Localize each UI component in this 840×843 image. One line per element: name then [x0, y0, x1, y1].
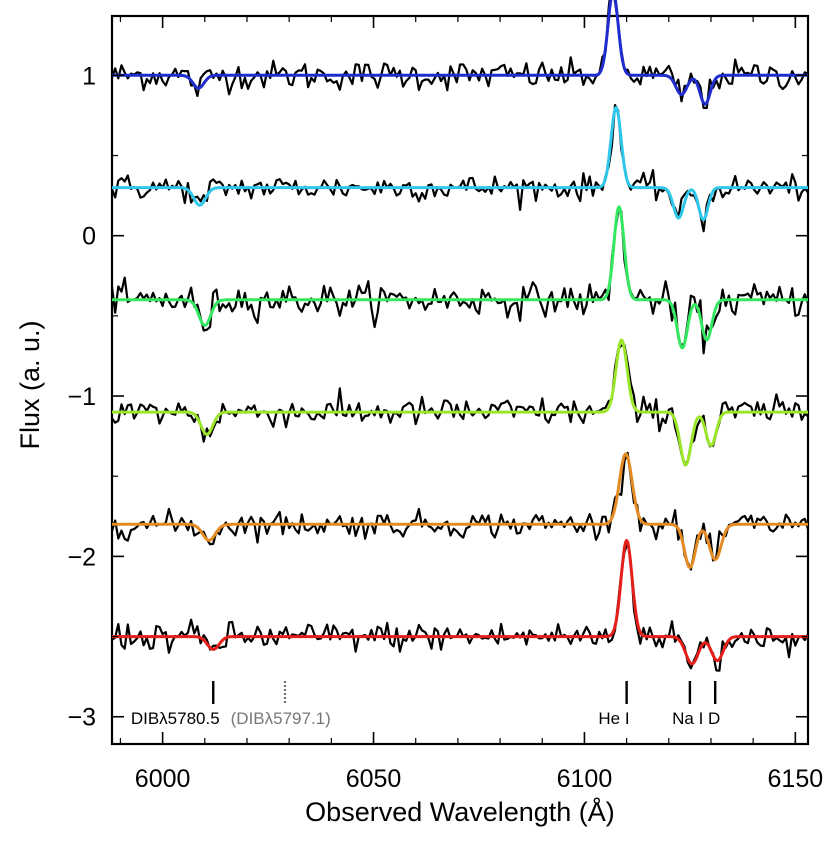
- spectrum-series-group: [110, 0, 810, 672]
- model-fit-line: [111, 452, 809, 570]
- y-tick-label: 0: [82, 223, 96, 251]
- y-axis-title: Flux (a. u.): [15, 320, 45, 449]
- model-fit-line: [111, 105, 809, 222]
- model-fit-line: [111, 538, 809, 666]
- x-tick-label: 6000: [135, 765, 191, 793]
- axis-ticks-group: 6000 6050 6100 6150 1 0 −1 −2 −3: [67, 16, 823, 793]
- observed-spectrum-line: [110, 451, 810, 571]
- observed-spectrum-line: [110, 0, 809, 110]
- line-marker-label: Na I D: [672, 709, 720, 728]
- y-tick-label: −3: [67, 704, 96, 732]
- y-tick-label: 1: [82, 62, 96, 90]
- x-tick-label: 6150: [768, 765, 824, 793]
- line-marker-label: DIBλ5780.5: [131, 709, 220, 728]
- line-annotations-group: DIBλ5780.5 (DIBλ5797.1) He I Na I D: [131, 681, 720, 728]
- y-tick-label: −1: [67, 383, 96, 411]
- observed-spectrum-line: [111, 541, 809, 672]
- model-fit-line: [111, 338, 809, 467]
- y-tick-label: −2: [67, 543, 96, 571]
- model-fit-line: [111, 205, 809, 350]
- x-tick-label: 6100: [557, 765, 613, 793]
- observed-spectrum-line: [111, 344, 809, 466]
- model-fit-line: [111, 0, 809, 106]
- x-axis-title: Observed Wavelength (Å): [305, 796, 615, 827]
- observed-spectrum-line: [110, 210, 810, 355]
- line-marker-label: He I: [598, 709, 629, 728]
- plot-frame: [110, 14, 810, 746]
- observed-spectrum-line: [110, 104, 809, 233]
- x-tick-label: 6050: [346, 765, 402, 793]
- line-marker-label: (DIBλ5797.1): [231, 709, 331, 728]
